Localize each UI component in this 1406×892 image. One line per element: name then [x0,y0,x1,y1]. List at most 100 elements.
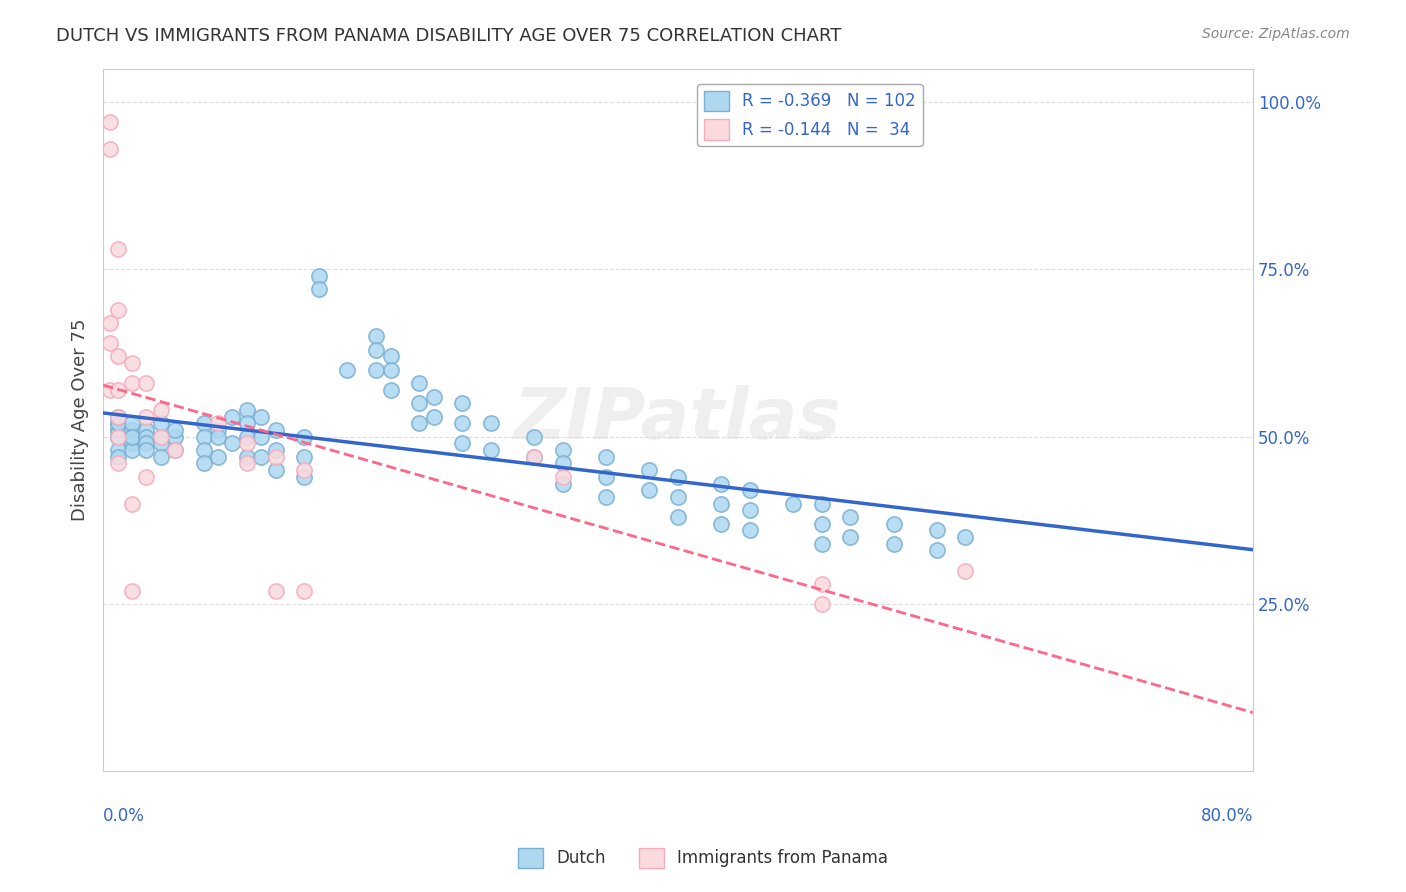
Dutch [193,417,215,431]
Legend: Dutch, Immigrants from Panama: Dutch, Immigrants from Panama [512,841,894,875]
Dutch [135,423,157,437]
Dutch [121,430,143,444]
Dutch [380,350,402,364]
Dutch [366,329,388,343]
Dutch [193,443,215,458]
Dutch [308,268,330,283]
Dutch [163,430,186,444]
Immigrants from Panama [810,577,832,591]
Immigrants from Panama [121,497,143,511]
Dutch [422,409,444,424]
Dutch [408,417,430,431]
Dutch [207,430,229,444]
Dutch [883,516,905,531]
Dutch [336,363,359,377]
Dutch [380,383,402,397]
Dutch [451,417,474,431]
Dutch [121,430,143,444]
Dutch [925,543,948,558]
Immigrants from Panama [292,463,315,477]
Dutch [264,423,287,437]
Immigrants from Panama [121,583,143,598]
Immigrants from Panama [236,457,259,471]
Dutch [666,510,689,524]
Dutch [738,503,761,517]
Dutch [408,376,430,391]
Dutch [883,537,905,551]
Dutch [121,443,143,458]
Y-axis label: Disability Age Over 75: Disability Age Over 75 [72,318,89,521]
Dutch [163,423,186,437]
Dutch [638,483,661,498]
Dutch [250,409,273,424]
Dutch [163,443,186,458]
Dutch [523,430,546,444]
Immigrants from Panama [135,376,157,391]
Text: Source: ZipAtlas.com: Source: ZipAtlas.com [1202,27,1350,41]
Dutch [107,423,129,437]
Immigrants from Panama [264,583,287,598]
Dutch [221,436,243,450]
Dutch [236,417,259,431]
Dutch [366,363,388,377]
Dutch [595,450,617,464]
Dutch [236,403,259,417]
Immigrants from Panama [551,470,574,484]
Dutch [135,436,157,450]
Dutch [710,476,733,491]
Immigrants from Panama [523,450,546,464]
Immigrants from Panama [207,417,229,431]
Immigrants from Panama [107,302,129,317]
Dutch [638,463,661,477]
Dutch [149,450,172,464]
Dutch [551,457,574,471]
Immigrants from Panama [107,430,129,444]
Dutch [193,430,215,444]
Dutch [107,430,129,444]
Dutch [264,463,287,477]
Immigrants from Panama [107,409,129,424]
Dutch [221,409,243,424]
Dutch [121,423,143,437]
Immigrants from Panama [107,457,129,471]
Dutch [149,436,172,450]
Dutch [595,470,617,484]
Dutch [107,417,129,431]
Immigrants from Panama [149,403,172,417]
Dutch [107,430,129,444]
Dutch [479,417,502,431]
Dutch [666,470,689,484]
Dutch [207,423,229,437]
Immigrants from Panama [107,350,129,364]
Dutch [107,443,129,458]
Dutch [839,510,862,524]
Immigrants from Panama [149,430,172,444]
Dutch [551,476,574,491]
Dutch [479,443,502,458]
Dutch [595,490,617,504]
Dutch [308,282,330,296]
Dutch [710,497,733,511]
Dutch [149,430,172,444]
Dutch [810,537,832,551]
Dutch [422,390,444,404]
Immigrants from Panama [107,383,129,397]
Immigrants from Panama [163,443,186,458]
Dutch [292,450,315,464]
Dutch [207,450,229,464]
Immigrants from Panama [98,115,121,129]
Dutch [451,396,474,410]
Dutch [149,417,172,431]
Dutch [107,430,129,444]
Dutch [135,443,157,458]
Dutch [810,516,832,531]
Dutch [121,430,143,444]
Dutch [408,396,430,410]
Dutch [236,430,259,444]
Immigrants from Panama [236,436,259,450]
Text: ZIPatlas: ZIPatlas [515,385,842,454]
Dutch [121,417,143,431]
Immigrants from Panama [135,470,157,484]
Dutch [551,443,574,458]
Dutch [292,470,315,484]
